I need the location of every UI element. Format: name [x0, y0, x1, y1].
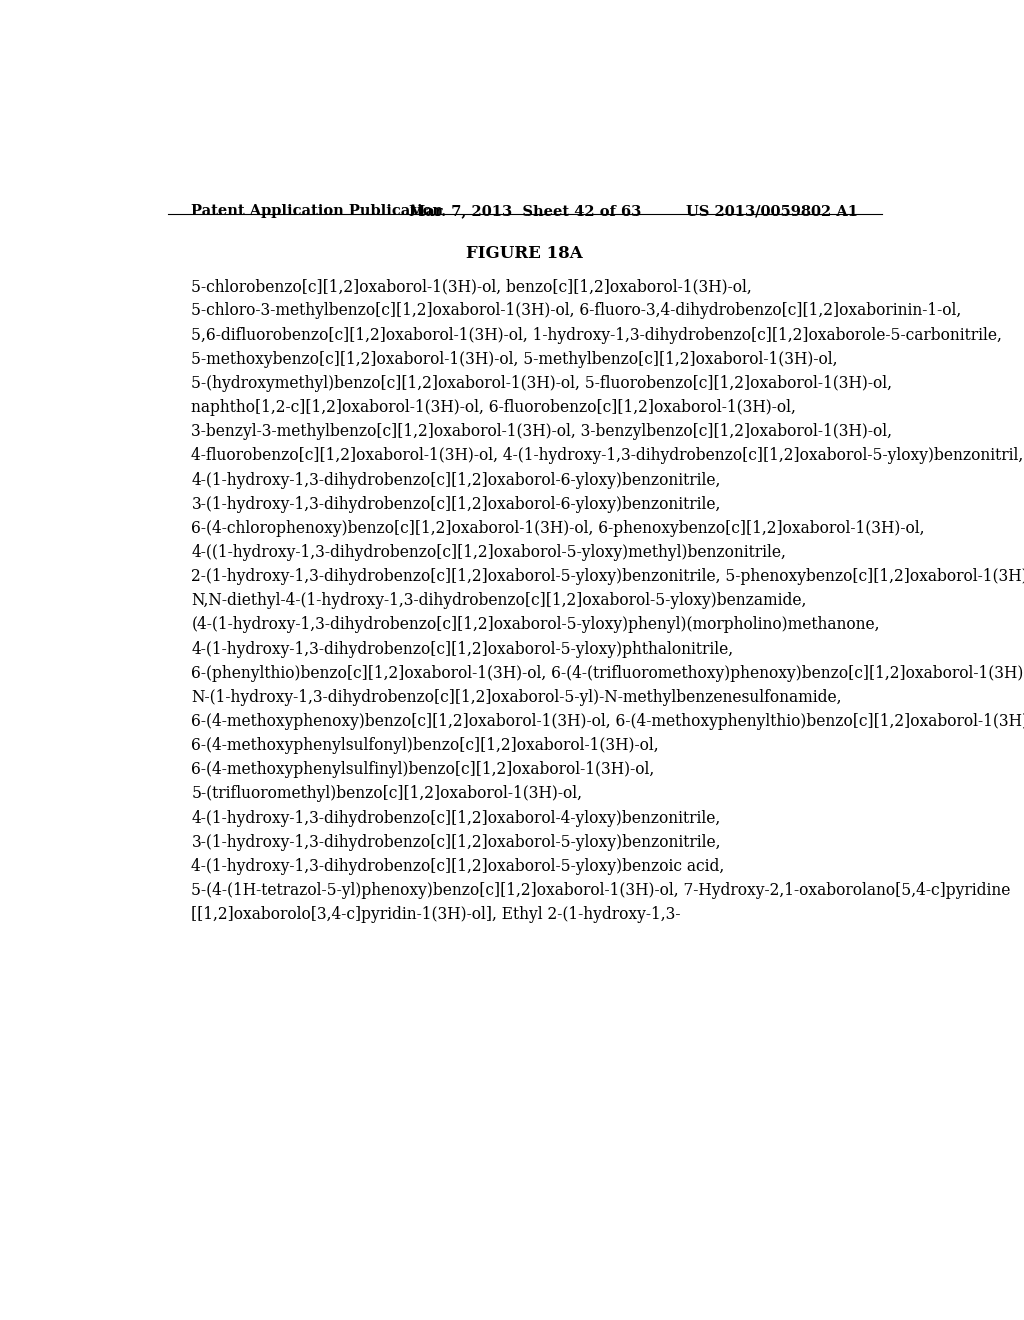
Text: FIGURE 18A: FIGURE 18A	[466, 244, 584, 261]
Text: 5-chlorobenzo[c][1,2]oxaborol-1(3H)-ol, benzo[c][1,2]oxaborol-1(3H)-ol,
5-chloro: 5-chlorobenzo[c][1,2]oxaborol-1(3H)-ol, …	[191, 279, 1024, 923]
Text: US 2013/0059802 A1: US 2013/0059802 A1	[686, 205, 858, 218]
Text: Patent Application Publication: Patent Application Publication	[191, 205, 443, 218]
Text: Mar. 7, 2013  Sheet 42 of 63: Mar. 7, 2013 Sheet 42 of 63	[409, 205, 641, 218]
